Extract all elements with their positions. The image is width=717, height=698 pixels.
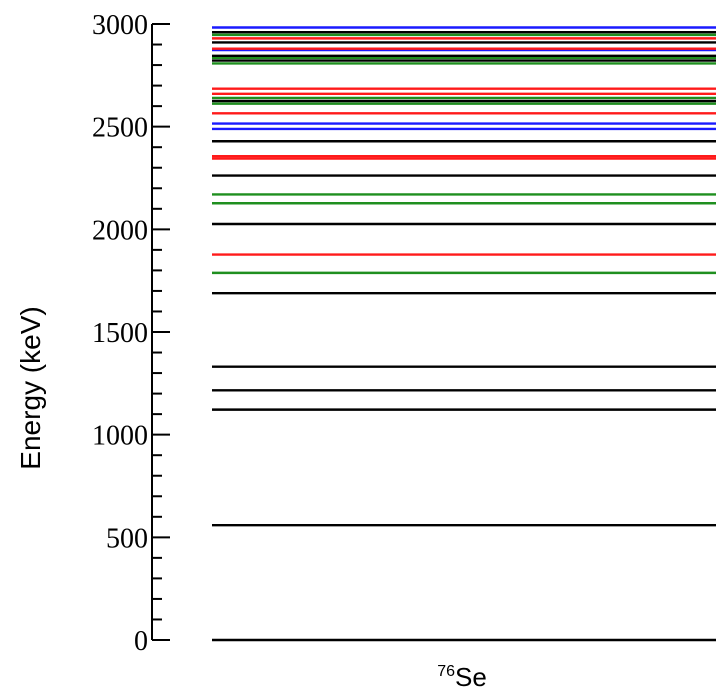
y-tick-label: 500 [106,523,148,554]
nucleus-label: 76Se [437,662,487,692]
y-tick-label: 2000 [92,215,148,246]
y-tick-label: 0 [134,626,148,657]
nucleus-symbol: Se [455,662,487,692]
y-axis: 0 500 1000 1500 2000 2500 3000 [92,10,170,657]
nucleus-mass-number: 76 [437,663,455,680]
y-tick-label: 2500 [92,113,148,144]
y-tick-label: 3000 [92,10,148,41]
y-tick-label: 1500 [92,318,148,349]
y-axis-title: Energy (keV) [15,306,46,469]
energy-levels [212,26,716,642]
y-tick-label: 1000 [92,421,148,452]
